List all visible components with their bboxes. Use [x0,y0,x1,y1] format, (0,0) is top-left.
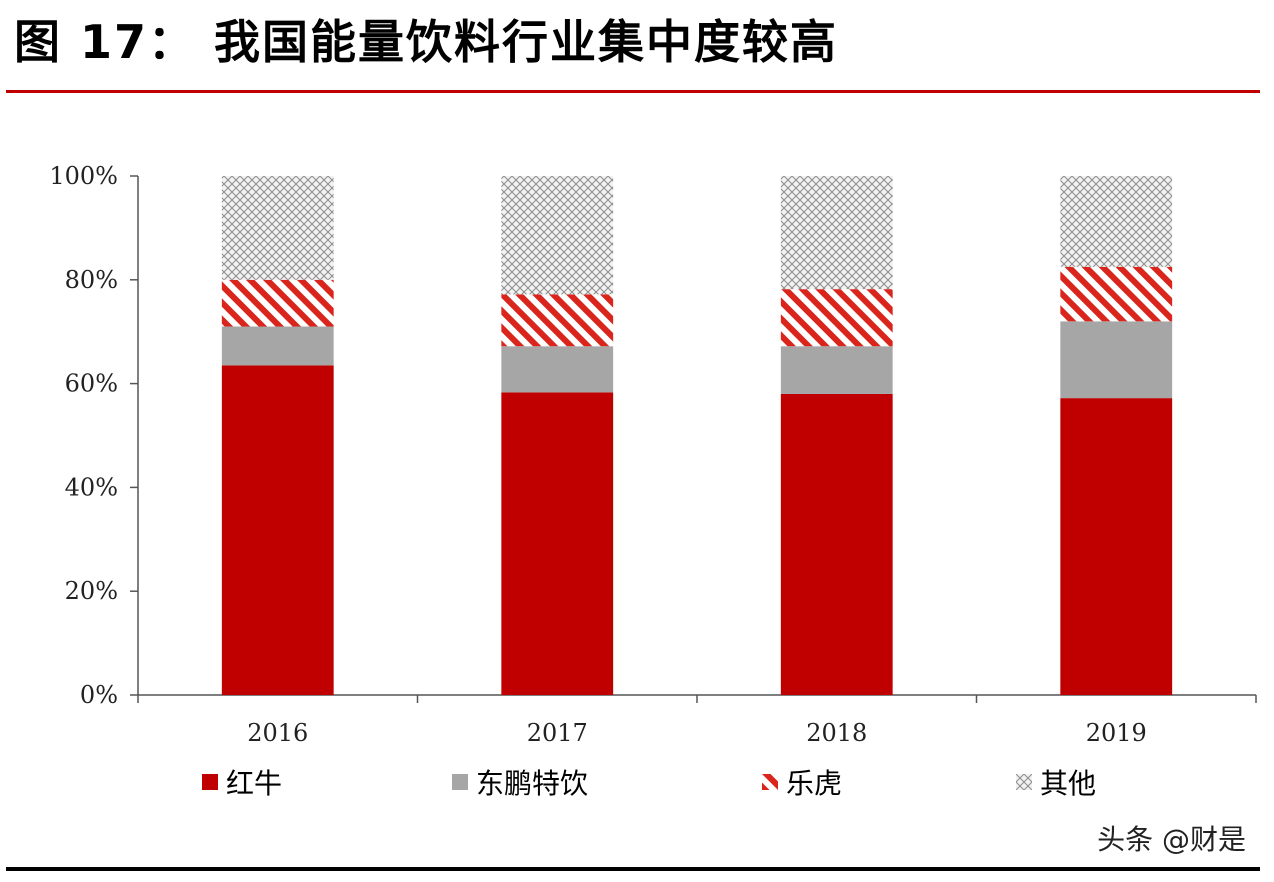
y-axis: 0% 20% 40% 60% 80% 100% [49,162,139,709]
bar-segment-2017-series-3 [501,176,614,295]
legend-label: 东鹏特饮 [476,767,589,800]
legend-swatch [1016,774,1032,790]
legend-item: 其他 [1016,762,1096,802]
chart-title: 图 17： 我国能量饮料行业集中度较高 [14,15,839,69]
bar-segment-2016-series-1 [221,326,334,366]
y-tick-label: 20% [65,577,118,605]
legend-swatch [452,774,468,790]
bar-segment-2018-series-2 [780,289,893,347]
bar-segment-2018-series-1 [780,346,893,394]
bottom-divider [6,867,1260,871]
legend-item: 红牛 [202,762,282,802]
legend-label: 红牛 [226,767,283,800]
y-tick-label: 100% [49,162,118,190]
bar-segment-2019-series-2 [1060,266,1173,322]
x-tick-label: 2017 [527,719,588,747]
x-axis: 2016 2017 2018 2019 [137,694,1257,747]
bar-segment-2016-series-3 [221,176,334,280]
bar-segment-2019-series-0 [1060,398,1173,695]
x-tick-label: 2019 [1086,719,1147,747]
bars [221,176,1173,695]
legend-label: 乐虎 [786,767,843,800]
legend-item: 东鹏特饮 [452,762,588,802]
y-tick-label: 40% [65,473,118,501]
legend-item: 乐虎 [762,762,842,802]
title-divider [6,90,1260,93]
bar-segment-2016-series-0 [221,365,334,695]
bar-segment-2019-series-1 [1060,321,1173,399]
bar-segment-2016-series-2 [221,279,334,327]
y-tick-label: 60% [65,370,118,398]
x-tick-label: 2016 [247,719,308,747]
watermark: 头条 @财是 [1097,823,1246,856]
bar-segment-2017-series-0 [501,392,614,695]
legend: 红牛 东鹏特饮 乐虎 其他 [0,762,1274,802]
y-tick-label: 0% [80,681,118,709]
y-tick-label: 80% [65,266,118,294]
bar-segment-2019-series-3 [1060,176,1173,267]
legend-swatch [202,774,218,790]
bar-segment-2017-series-2 [501,294,614,347]
bar-segment-2017-series-1 [501,346,614,393]
legend-label: 其他 [1040,767,1097,800]
bar-segment-2018-series-3 [780,176,893,290]
bar-segment-2018-series-0 [780,393,893,695]
legend-swatch [762,774,778,790]
x-tick-label: 2018 [806,719,867,747]
